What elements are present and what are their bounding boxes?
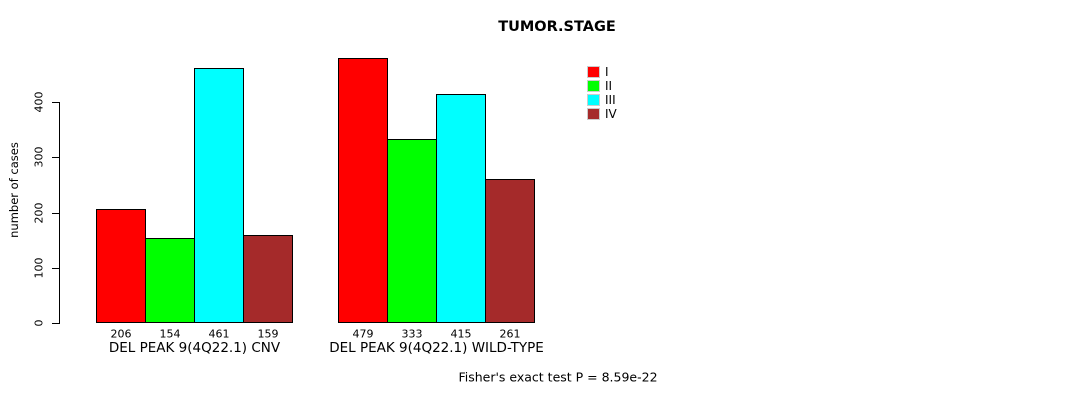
x-axis-group-label: DEL PEAK 9(4Q22.1) WILD-TYPE: [329, 340, 544, 356]
y-axis-tick-label: 100: [32, 257, 46, 279]
bar-iv-group1: [243, 235, 293, 323]
legend-swatch-ii: [587, 80, 600, 92]
bar-ii-group2: [387, 139, 437, 323]
legend-item-iv: IV: [587, 107, 617, 121]
y-axis-tick: [52, 213, 59, 214]
bar-value-label: 261: [499, 327, 521, 341]
legend-item-iii: III: [587, 93, 617, 107]
legend: I II III IV: [587, 65, 617, 121]
y-axis-tick: [52, 323, 59, 324]
bar-value-label: 479: [352, 327, 374, 341]
y-axis-tick: [52, 157, 59, 158]
legend-swatch-i: [587, 66, 600, 78]
bar-value-label: 154: [159, 327, 181, 341]
y-axis-line: [59, 102, 60, 324]
legend-label: I: [605, 65, 609, 79]
bar-iv-group2: [485, 179, 535, 323]
legend-item-i: I: [587, 65, 617, 79]
x-axis-group-label: DEL PEAK 9(4Q22.1) CNV: [108, 340, 281, 356]
y-axis-tick-label: 400: [32, 91, 46, 113]
bar-iii-group2: [436, 94, 486, 323]
chart-title: TUMOR.STAGE: [498, 19, 616, 35]
legend-label: IV: [605, 107, 617, 121]
bar-value-label: 461: [208, 327, 230, 341]
bar-i-group1: [96, 209, 146, 323]
y-axis-tick-label: 0: [32, 319, 46, 327]
y-axis-tick: [52, 268, 59, 269]
legend-swatch-iv: [587, 108, 600, 120]
y-axis-tick: [52, 102, 59, 103]
bar-value-label: 206: [110, 327, 132, 341]
y-axis-label: number of cases: [7, 142, 21, 238]
y-axis-tick-label: 200: [32, 202, 46, 224]
legend-label: II: [605, 79, 613, 93]
legend-swatch-iii: [587, 94, 600, 106]
legend-item-ii: II: [587, 79, 617, 93]
stat-annotation: Fisher's exact test P = 8.59e-22: [458, 369, 658, 385]
bar-ii-group1: [145, 238, 195, 323]
bar-i-group2: [338, 58, 388, 323]
y-axis-tick-label: 300: [32, 146, 46, 168]
legend-label: III: [605, 93, 616, 107]
bar-value-label: 333: [401, 327, 423, 341]
bar-value-label: 159: [257, 327, 279, 341]
bar-iii-group1: [194, 68, 244, 323]
bar-value-label: 415: [450, 327, 472, 341]
